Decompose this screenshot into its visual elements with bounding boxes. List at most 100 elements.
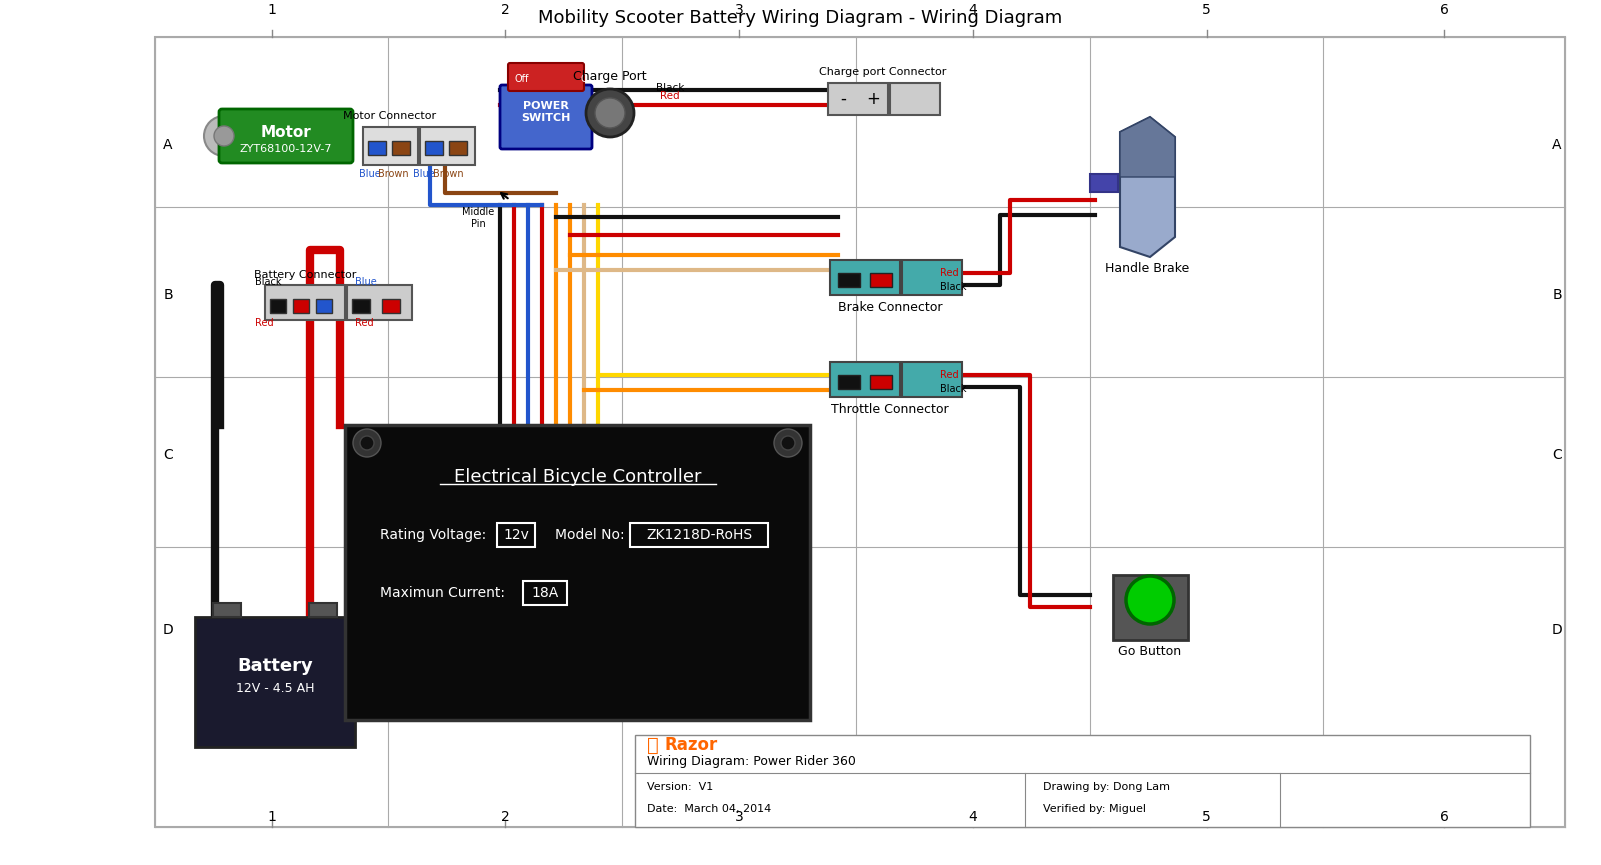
Text: +: + bbox=[866, 90, 881, 108]
Text: 2: 2 bbox=[501, 3, 509, 17]
Bar bbox=[392, 141, 410, 155]
Text: Verified by: Miguel: Verified by: Miguel bbox=[1042, 804, 1146, 814]
Text: POWER
SWITCH: POWER SWITCH bbox=[522, 101, 570, 123]
Text: B: B bbox=[1553, 288, 1563, 302]
Text: Mobility Scooter Battery Wiring Diagram - Wiring Diagram: Mobility Scooter Battery Wiring Diagram … bbox=[538, 9, 1061, 27]
Text: Go Button: Go Button bbox=[1119, 645, 1182, 658]
Text: Date:  March 04, 2014: Date: March 04, 2014 bbox=[647, 804, 772, 814]
Text: Throttle Connector: Throttle Connector bbox=[831, 403, 949, 416]
Circle shape bbox=[586, 89, 634, 137]
Bar bbox=[344, 425, 810, 720]
Circle shape bbox=[215, 126, 234, 146]
Text: Black: Black bbox=[255, 277, 282, 287]
Text: Razor: Razor bbox=[664, 736, 719, 754]
Text: ZYT68100-12V-7: ZYT68100-12V-7 bbox=[240, 144, 333, 154]
Polygon shape bbox=[1121, 117, 1175, 177]
Text: Version:  V1: Version: V1 bbox=[647, 782, 714, 792]
Circle shape bbox=[360, 436, 375, 450]
Text: C: C bbox=[163, 448, 173, 462]
Text: Black: Black bbox=[656, 83, 684, 93]
Text: Maximun Current:: Maximun Current: bbox=[379, 586, 504, 600]
Polygon shape bbox=[1121, 117, 1175, 257]
FancyBboxPatch shape bbox=[508, 63, 584, 91]
Text: 5: 5 bbox=[1202, 810, 1210, 824]
Bar bbox=[631, 523, 768, 547]
Text: 12V - 4.5 AH: 12V - 4.5 AH bbox=[235, 682, 314, 695]
Text: B: B bbox=[163, 288, 173, 302]
Text: Ⓡ: Ⓡ bbox=[647, 735, 658, 754]
Bar bbox=[155, 37, 1566, 827]
Circle shape bbox=[781, 436, 796, 450]
Text: Off: Off bbox=[514, 74, 528, 84]
Text: Blue: Blue bbox=[355, 277, 376, 287]
Text: 2: 2 bbox=[501, 810, 509, 824]
Text: On: On bbox=[580, 74, 594, 84]
Bar bbox=[829, 362, 900, 397]
Text: Red: Red bbox=[660, 91, 680, 101]
Bar bbox=[309, 603, 336, 617]
Text: 1: 1 bbox=[267, 810, 275, 824]
Circle shape bbox=[352, 429, 381, 457]
Circle shape bbox=[203, 116, 243, 156]
Bar bbox=[315, 299, 331, 313]
Bar bbox=[347, 285, 411, 320]
Text: 12v: 12v bbox=[503, 528, 528, 542]
Bar bbox=[293, 299, 309, 313]
Text: Blue: Blue bbox=[413, 169, 435, 179]
Text: 6: 6 bbox=[1439, 3, 1449, 17]
Text: 6: 6 bbox=[1439, 810, 1449, 824]
Circle shape bbox=[596, 98, 624, 128]
FancyBboxPatch shape bbox=[500, 85, 592, 149]
Text: D: D bbox=[1551, 623, 1563, 637]
Text: Motor: Motor bbox=[261, 125, 311, 139]
Text: A: A bbox=[1553, 138, 1561, 152]
Text: 5: 5 bbox=[1202, 3, 1210, 17]
Text: A: A bbox=[163, 138, 173, 152]
Bar bbox=[1113, 575, 1188, 640]
Text: Brake Connector: Brake Connector bbox=[837, 301, 943, 314]
Bar bbox=[213, 603, 242, 617]
Text: Red: Red bbox=[940, 268, 959, 278]
Bar bbox=[352, 299, 370, 313]
Text: Red: Red bbox=[355, 318, 373, 328]
Text: Charge port Connector: Charge port Connector bbox=[820, 67, 946, 77]
Bar bbox=[828, 83, 889, 115]
Text: ZK1218D-RoHS: ZK1218D-RoHS bbox=[645, 528, 752, 542]
Bar bbox=[636, 735, 1531, 827]
Text: Black: Black bbox=[940, 384, 967, 394]
Bar bbox=[424, 141, 443, 155]
Text: 18A: 18A bbox=[532, 586, 559, 600]
Circle shape bbox=[1126, 576, 1174, 624]
Bar bbox=[1090, 174, 1117, 192]
Bar bbox=[419, 127, 475, 165]
Bar bbox=[448, 141, 467, 155]
FancyBboxPatch shape bbox=[219, 109, 352, 163]
Text: C: C bbox=[1551, 448, 1563, 462]
Text: D: D bbox=[163, 623, 173, 637]
Text: Motor Connector: Motor Connector bbox=[344, 111, 437, 121]
Text: Blue: Blue bbox=[359, 169, 381, 179]
Bar bbox=[829, 260, 900, 295]
Bar bbox=[195, 617, 355, 747]
Text: Red: Red bbox=[255, 318, 274, 328]
Text: Drawing by: Dong Lam: Drawing by: Dong Lam bbox=[1042, 782, 1170, 792]
Circle shape bbox=[773, 429, 802, 457]
Bar bbox=[271, 299, 287, 313]
Bar bbox=[524, 581, 567, 605]
Text: Electrical Bicycle Controller: Electrical Bicycle Controller bbox=[453, 468, 701, 486]
Text: 4: 4 bbox=[969, 3, 977, 17]
Bar bbox=[837, 375, 860, 389]
Bar bbox=[869, 273, 892, 287]
Bar bbox=[837, 273, 860, 287]
Bar bbox=[368, 141, 386, 155]
Bar bbox=[890, 83, 940, 115]
Text: Battery: Battery bbox=[237, 657, 312, 675]
Text: Model No:: Model No: bbox=[556, 528, 624, 542]
Text: 4: 4 bbox=[969, 810, 977, 824]
Text: 1: 1 bbox=[267, 3, 275, 17]
Text: Middle
Pin: Middle Pin bbox=[461, 207, 495, 228]
Text: Red: Red bbox=[940, 370, 959, 380]
Text: 3: 3 bbox=[735, 3, 743, 17]
Bar bbox=[901, 260, 962, 295]
Text: Battery Connector: Battery Connector bbox=[255, 270, 355, 280]
